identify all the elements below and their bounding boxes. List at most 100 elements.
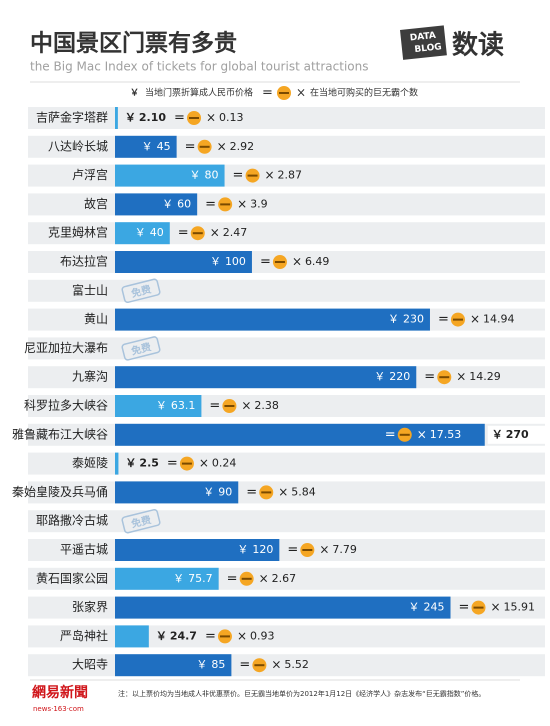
currency: ￥ [125, 457, 136, 470]
burger-patty [473, 606, 484, 609]
burger-patty [189, 117, 200, 119]
currency: ￥ [156, 629, 167, 642]
value-label: 80 [205, 169, 219, 182]
burger-patty [220, 203, 231, 206]
currency: ￥ [203, 485, 214, 498]
category-label: 平遥古城 [60, 542, 108, 557]
legend-count: 在当地可购买的巨无霸个数 [310, 87, 418, 99]
currency: ￥ [156, 399, 167, 412]
equals: = [167, 456, 178, 471]
logo-badge: DATA BLOG [400, 25, 447, 60]
value-label: 45 [157, 140, 171, 153]
value-label: 90 [218, 485, 232, 498]
category-label: 黄石国家公园 [36, 570, 108, 585]
category-label: 尼亚加拉大瀑布 [24, 340, 108, 355]
category-label: 富士山 [72, 282, 108, 297]
times: × [259, 571, 269, 585]
burger-patty [241, 577, 252, 580]
category-label: 卢浮宫 [72, 167, 108, 182]
legend-price: 当地门票折算成人民币价格 [145, 87, 253, 99]
value-label: 245 [424, 601, 445, 614]
currency: ￥ [125, 111, 136, 124]
logo-name: 数读 [452, 31, 504, 61]
equals: = [174, 111, 185, 126]
bar [115, 423, 485, 446]
currency: ￥ [409, 601, 420, 614]
times: × [470, 312, 480, 326]
bigmac-count: 5.52 [284, 658, 309, 671]
source-url: news·163·com [33, 705, 84, 713]
equals: = [233, 168, 244, 183]
value-label: 85 [211, 658, 225, 671]
times: × [491, 600, 501, 614]
free-stamp-box [121, 336, 161, 361]
bar [115, 193, 198, 216]
currency: ￥ [196, 658, 207, 671]
burger-patty [439, 376, 450, 379]
times: × [456, 370, 466, 384]
burger-patty [181, 462, 192, 465]
currency: ￥ [492, 428, 503, 441]
bar [115, 222, 170, 245]
bigmac-count: 5.84 [291, 485, 316, 498]
bar [115, 135, 177, 158]
equals: = [205, 629, 216, 644]
bar [115, 654, 232, 677]
value-label: 75.7 [188, 572, 213, 585]
category-label: 大昭寺 [72, 658, 108, 672]
times: × [271, 658, 281, 672]
category-label: 九寨沟 [72, 369, 108, 384]
logo-bottom: BLOG [414, 42, 442, 55]
burger-patty [261, 491, 272, 494]
times: × [237, 197, 247, 211]
bigmac-count: 17.53 [430, 428, 462, 441]
currency: ￥ [388, 313, 399, 326]
burger-patty [254, 664, 265, 667]
bigmac-count: 2.47 [223, 226, 248, 239]
times: × [199, 456, 209, 470]
bar [115, 452, 119, 475]
equals: = [438, 312, 449, 327]
logo-top: DATA [409, 31, 436, 44]
category-label: 雅鲁藏布江大峡谷 [12, 426, 108, 441]
bigmac-count: 14.94 [483, 313, 515, 326]
category-label: 八达岭长城 [48, 139, 108, 153]
currency: ￥ [190, 169, 201, 182]
bigmac-count: 0.24 [212, 457, 237, 470]
bar [115, 481, 239, 504]
value-label: 230 [403, 313, 424, 326]
row-background [28, 510, 545, 533]
equals: = [209, 399, 220, 414]
footnote: 注：以上票价均为当地成人非优惠票价。巨无霸当地单价为2012年1月12日《经济学… [118, 689, 485, 698]
bigmac-count: 2.92 [230, 140, 255, 153]
bar [115, 164, 225, 187]
logo-box [400, 25, 447, 60]
value-label: 24.7 [170, 629, 197, 642]
bigmac-count: 0.93 [250, 629, 274, 642]
bar [115, 366, 417, 389]
value-label: 2.5 [139, 457, 159, 470]
row-background [28, 279, 545, 302]
value-label: 2.10 [139, 111, 166, 124]
category-label: 克里姆林宫 [48, 225, 108, 240]
currency: ￥ [237, 543, 248, 556]
category-label: 黄山 [84, 312, 108, 326]
category-label: 科罗拉多大峡谷 [24, 398, 108, 413]
row-background [28, 337, 545, 360]
value-label: 220 [389, 370, 410, 383]
times: × [265, 168, 275, 182]
equals: = [385, 427, 396, 442]
equals: = [185, 139, 196, 154]
free-stamp-box [121, 508, 161, 534]
value-label: 270 [506, 428, 529, 441]
times: × [292, 255, 302, 269]
bigmac-count: 2.38 [254, 399, 279, 412]
times: × [278, 485, 288, 499]
times: × [206, 111, 216, 125]
chart-subtitle: the Big Mac Index of tickets for global … [30, 60, 368, 74]
bigmac-count: 15.91 [504, 601, 535, 614]
bigmac-count: 7.79 [332, 543, 357, 556]
